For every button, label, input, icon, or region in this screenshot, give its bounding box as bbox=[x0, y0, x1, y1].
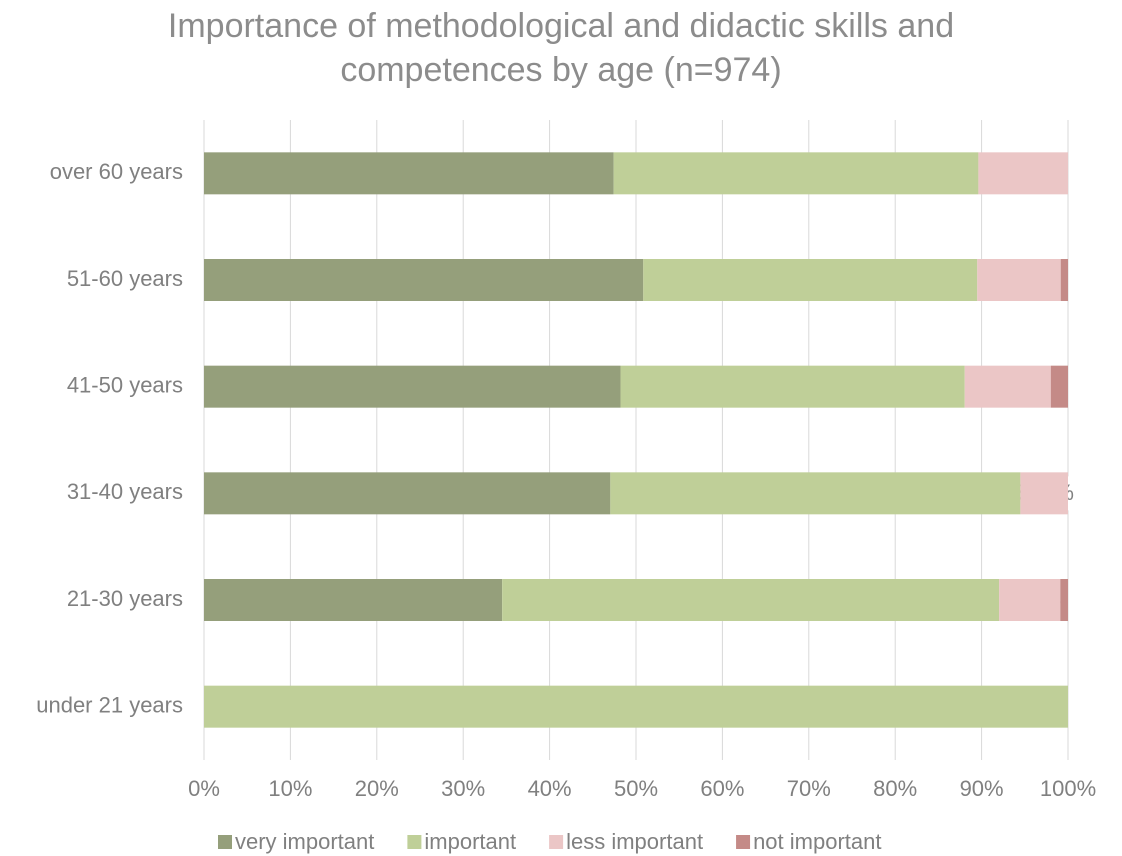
x-tick-label: 60% bbox=[700, 776, 744, 801]
x-tick-label: 50% bbox=[614, 776, 658, 801]
x-tick-label: 90% bbox=[960, 776, 1004, 801]
x-tick-label: 100% bbox=[1040, 776, 1096, 801]
value-labels: 47,41%42,22%10,37%50,84%38,66%9,66%48,21… bbox=[309, 156, 1080, 724]
x-tick-label: 30% bbox=[441, 776, 485, 801]
bar-segment bbox=[204, 472, 611, 515]
legend-swatch bbox=[218, 835, 232, 849]
bar-segment bbox=[204, 259, 644, 301]
bar-segment bbox=[204, 685, 1068, 728]
y-tick-label: 51-60 years bbox=[67, 266, 183, 291]
legend-swatch bbox=[736, 835, 751, 849]
bar-segment bbox=[977, 259, 1061, 301]
y-tick-label: 31-40 years bbox=[67, 479, 183, 504]
legend-label: less important bbox=[566, 829, 703, 854]
bar-segment bbox=[620, 365, 965, 408]
legend-label: very important bbox=[235, 829, 374, 854]
bar-segment bbox=[964, 365, 1051, 408]
y-tick-label: 41-50 years bbox=[67, 372, 183, 397]
bar-segment bbox=[613, 152, 979, 195]
bar-segment bbox=[204, 579, 503, 621]
legend-swatch bbox=[407, 835, 422, 849]
bar-segment bbox=[1020, 472, 1068, 515]
x-tick-label: 70% bbox=[787, 776, 831, 801]
bar-segment bbox=[204, 152, 614, 195]
legend-swatch bbox=[549, 835, 564, 849]
y-tick-label: over 60 years bbox=[50, 159, 183, 184]
x-tick-label: 80% bbox=[873, 776, 917, 801]
bar-segment bbox=[1050, 365, 1068, 408]
bar-segment bbox=[610, 472, 1021, 515]
legend-label: not important bbox=[753, 829, 881, 854]
y-tick-label: 21-30 years bbox=[67, 586, 183, 611]
bar-segment bbox=[1060, 579, 1068, 621]
bar-segment bbox=[978, 152, 1068, 195]
x-tick-label: 20% bbox=[355, 776, 399, 801]
bar-segment bbox=[643, 259, 978, 301]
bar-segment bbox=[502, 579, 1000, 621]
x-tick-label: 0% bbox=[188, 776, 220, 801]
bar-segment bbox=[204, 365, 621, 408]
bar-segment bbox=[999, 579, 1061, 621]
x-tick-label: 10% bbox=[268, 776, 312, 801]
bar-segment bbox=[1060, 259, 1068, 301]
chart-title: Importance of methodological and didacti… bbox=[167, 7, 955, 89]
x-tick-label: 40% bbox=[528, 776, 572, 801]
y-tick-label: under 21 years bbox=[36, 692, 183, 717]
legend-label: important bbox=[424, 829, 516, 854]
